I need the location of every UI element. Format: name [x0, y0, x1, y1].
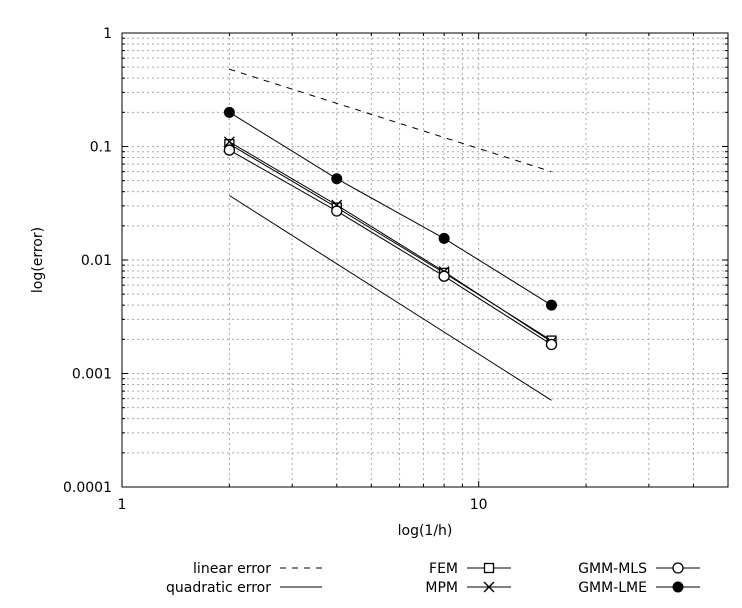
y-tick-label: 0.1 [90, 140, 112, 156]
series-linear-error [229, 68, 552, 173]
x-axis-label: log(1/h) [398, 523, 453, 539]
open-circle-marker [672, 562, 684, 574]
y-tick-label: 0.0001 [63, 480, 112, 496]
series-fem [224, 138, 557, 346]
legend-label: GMM-LME [578, 580, 647, 596]
open-circle-marker [438, 270, 450, 282]
series-line [229, 111, 552, 306]
legend-label: quadratic error [166, 580, 271, 596]
legend-label: FEM [429, 561, 458, 577]
legend-item: MPM [425, 580, 511, 596]
open-circle-marker [223, 144, 236, 156]
axis-ticks: 1 10 0.0001 0.001 0.01 0.1 1 [63, 26, 729, 513]
y-axis-label: log(error) [30, 227, 46, 293]
series-gmm-mls [223, 144, 558, 351]
filled-circle-marker [672, 581, 684, 593]
x-tick-label: 1 [118, 497, 127, 513]
legend-item: GMM-MLS [578, 561, 700, 577]
legend-label: MPM [425, 580, 458, 596]
series-gmm-lme [223, 106, 557, 311]
grid [122, 33, 729, 487]
series-line [229, 149, 552, 345]
legend-item: quadratic error [166, 580, 322, 596]
filled-circle-marker [438, 232, 450, 244]
y-tick-label: 1 [103, 26, 112, 42]
cross-marker [223, 136, 235, 148]
y-tick-label: 0.001 [72, 367, 112, 383]
open-circle-marker [331, 205, 343, 217]
filled-circle-marker [331, 173, 343, 185]
open-circle-marker [545, 338, 558, 351]
series-line [229, 143, 552, 342]
y-tick-label: 0.01 [81, 253, 112, 269]
cross-marker [483, 581, 495, 593]
square-marker [483, 562, 495, 574]
series-mpm [223, 136, 557, 348]
series-layer [223, 68, 558, 401]
series-line [229, 68, 552, 173]
filled-circle-marker [545, 299, 557, 311]
filled-circle-marker [223, 106, 235, 118]
series-line [229, 195, 552, 401]
series-quadratic-error [229, 195, 552, 401]
legend: linear error quadratic error FEM MPM GMM-MLS… [166, 561, 700, 596]
x-tick-label: 10 [470, 497, 488, 513]
legend-label: linear error [193, 561, 271, 577]
series-line [229, 141, 552, 343]
legend-item: GMM-LME [578, 580, 700, 596]
legend-label: GMM-MLS [578, 561, 647, 577]
legend-item: FEM [429, 561, 511, 577]
legend-item: linear error [193, 561, 322, 577]
